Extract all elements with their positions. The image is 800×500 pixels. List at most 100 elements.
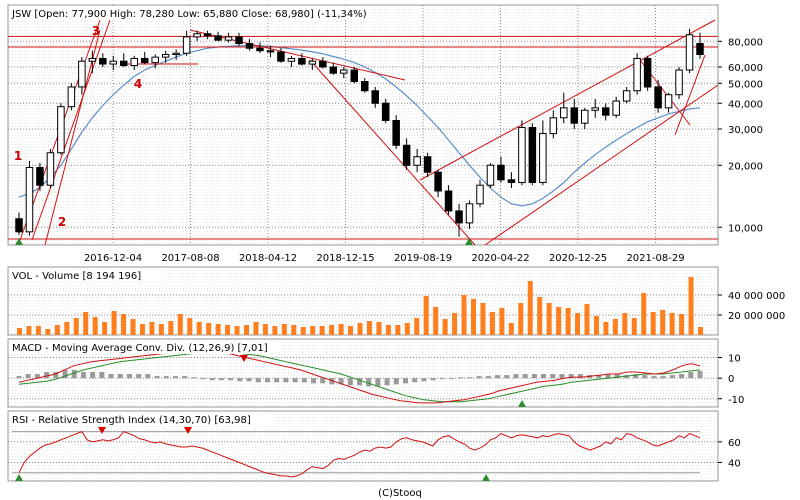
candle-body xyxy=(15,218,23,233)
volume-bar xyxy=(679,314,685,335)
volume-bar xyxy=(281,324,287,335)
volume-bar xyxy=(121,314,127,335)
macd-histogram-bar xyxy=(228,378,234,381)
volume-bar xyxy=(130,319,136,335)
macd-histogram-bar xyxy=(172,376,178,379)
macd-histogram-bar xyxy=(522,374,528,379)
macd-histogram-bar xyxy=(550,374,556,379)
macd-histogram-bar xyxy=(154,376,160,379)
date-tick-label: 2020-04-22 xyxy=(471,253,529,264)
date-tick-label: 2019-08-19 xyxy=(394,253,452,264)
candle-body xyxy=(622,90,631,102)
candle-body xyxy=(465,203,474,224)
candle-body xyxy=(664,94,673,109)
macd-histogram-bar xyxy=(596,375,602,379)
buy-marker xyxy=(518,400,526,407)
macd-histogram-bar xyxy=(559,374,565,379)
candle-body xyxy=(434,171,442,192)
volume-bar xyxy=(357,323,363,335)
footer-credit: (C)Stooq xyxy=(378,488,422,499)
macd-histogram-bar xyxy=(403,378,409,384)
candle-body xyxy=(350,69,359,83)
macd-histogram-bar xyxy=(605,374,611,379)
candle-body xyxy=(444,190,453,212)
macd-histogram-bar xyxy=(449,378,455,380)
volume-bar xyxy=(92,317,98,335)
wave-annotation: 2 xyxy=(58,215,66,229)
macd-histogram-bar xyxy=(347,378,353,386)
macd-histogram-bar xyxy=(108,374,114,379)
macd-histogram-bar xyxy=(614,374,620,379)
candle-body xyxy=(560,107,568,119)
candle-body xyxy=(319,60,327,68)
volume-tick-label: 40 000 000 xyxy=(728,291,785,302)
candle-body xyxy=(507,179,516,183)
macd-histogram-bar xyxy=(182,376,188,379)
price-tick-label: 10,000 xyxy=(728,223,763,234)
candle-body xyxy=(633,57,641,92)
candle-body xyxy=(235,36,243,45)
candle-body xyxy=(591,107,599,111)
macd-histogram-bar xyxy=(53,371,59,379)
volume-bar xyxy=(603,322,609,335)
macd-histogram-bar xyxy=(301,378,307,383)
macd-histogram-bar xyxy=(209,378,215,381)
macd-histogram-bar xyxy=(283,378,289,383)
trend-line xyxy=(674,54,706,136)
volume-title-bg xyxy=(9,268,165,282)
macd-histogram-bar xyxy=(99,371,105,379)
volume-bar xyxy=(177,314,183,335)
macd-histogram-bar xyxy=(246,378,252,382)
volume-tick-label: 20 000 000 xyxy=(728,311,785,322)
volume-bar xyxy=(433,307,439,335)
macd-histogram-bar xyxy=(688,371,694,379)
macd-histogram-bar xyxy=(393,378,399,385)
date-tick-label: 2017-08-08 xyxy=(161,253,219,264)
candle-body xyxy=(57,106,65,154)
volume-bar xyxy=(64,322,70,335)
rsi-tick-label: 40 xyxy=(728,458,741,469)
volume-bar xyxy=(612,319,618,335)
macd-histogram-bar xyxy=(504,375,510,379)
candle-body xyxy=(685,34,694,71)
volume-bar xyxy=(395,325,401,335)
candle-body xyxy=(643,57,652,88)
volume-bar xyxy=(622,313,628,335)
candle-body xyxy=(539,133,547,183)
macd-histogram-bar xyxy=(577,374,583,379)
candle-body xyxy=(140,57,149,64)
macd-histogram-bar xyxy=(320,378,326,384)
macd-histogram-bar xyxy=(485,376,491,379)
macd-histogram-bar xyxy=(430,378,436,381)
volume-bar xyxy=(45,329,51,335)
macd-histogram-bar xyxy=(458,377,464,379)
candle-body xyxy=(130,57,138,67)
volume-bar xyxy=(404,323,410,335)
volume-bar xyxy=(17,328,22,335)
macd-histogram-bar xyxy=(439,378,445,380)
volume-bar xyxy=(168,321,174,335)
volume-bar xyxy=(499,308,505,335)
candle-body xyxy=(78,60,86,88)
macd-histogram-bar xyxy=(292,378,298,383)
volume-bar xyxy=(253,322,259,335)
volume-bar xyxy=(102,322,108,335)
volume-bar xyxy=(244,325,249,335)
macd-histogram-bar xyxy=(421,378,427,382)
volume-bar xyxy=(319,326,325,335)
macd-histogram-bar xyxy=(651,376,657,379)
candle-body xyxy=(455,210,463,224)
volume-bar xyxy=(537,297,543,335)
volume-bar xyxy=(291,325,297,335)
volume-bar xyxy=(414,318,420,335)
volume-bar xyxy=(196,322,202,335)
candle-body xyxy=(46,152,55,186)
macd-histogram-bar xyxy=(117,374,123,379)
volume-bar xyxy=(527,281,533,335)
volume-bar xyxy=(565,308,571,335)
candle-body xyxy=(277,51,285,62)
candle-body xyxy=(612,100,620,116)
volume-bar xyxy=(366,321,372,335)
trend-line xyxy=(44,29,101,245)
macd-histogram-bar xyxy=(329,378,335,385)
